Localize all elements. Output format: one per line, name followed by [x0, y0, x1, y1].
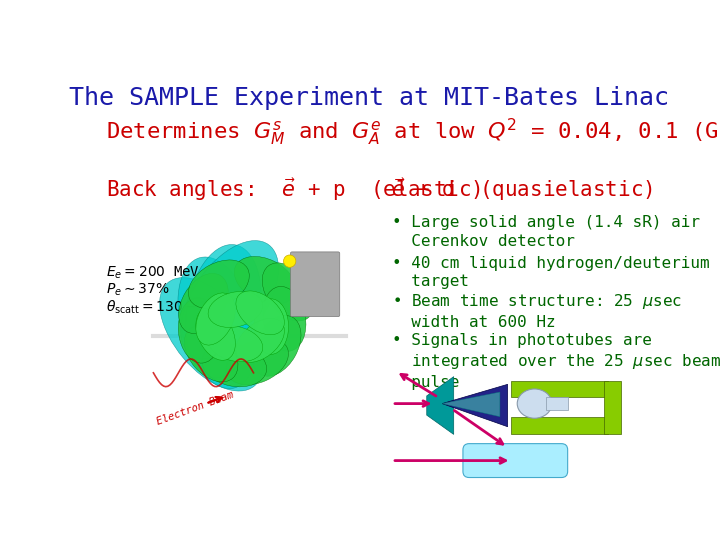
Ellipse shape [184, 325, 238, 382]
Ellipse shape [234, 256, 296, 305]
Text: Back angles:  $\vec{e}$ + p  (elastic): Back angles: $\vec{e}$ + p (elastic) [106, 177, 481, 203]
Ellipse shape [226, 338, 289, 384]
Text: • Large solid angle (1.4 sR) air
  Cerenkov detector: • Large solid angle (1.4 sR) air Cerenko… [392, 215, 700, 248]
Ellipse shape [179, 298, 221, 363]
Ellipse shape [254, 299, 289, 354]
Text: The SAMPLE Experiment at MIT-Bates Linac: The SAMPLE Experiment at MIT-Bates Linac [69, 86, 669, 110]
Text: Electron Beam: Electron Beam [155, 390, 235, 427]
Ellipse shape [178, 257, 257, 388]
Ellipse shape [236, 291, 284, 335]
Ellipse shape [208, 326, 263, 362]
Bar [546, 397, 567, 410]
Text: $\theta_{\rm scatt} = 130-170^{\circ}$: $\theta_{\rm scatt} = 130-170^{\circ}$ [106, 299, 232, 316]
Text: $E_e = 200$ MeV: $E_e = 200$ MeV [106, 265, 199, 281]
Text: $\vec{e}$ + d  (quasielastic): $\vec{e}$ + d (quasielastic) [390, 177, 652, 203]
Ellipse shape [160, 278, 263, 391]
Ellipse shape [236, 319, 284, 362]
Ellipse shape [517, 389, 552, 418]
Text: $P_e \sim 37\%$: $P_e \sim 37\%$ [106, 282, 169, 298]
Ellipse shape [262, 263, 314, 321]
Ellipse shape [181, 241, 279, 359]
Ellipse shape [263, 287, 306, 352]
Ellipse shape [186, 245, 261, 378]
Circle shape [284, 255, 296, 267]
Polygon shape [427, 377, 454, 434]
Bar [604, 381, 621, 434]
Text: Determines $G_M^s$ and $G_A^e$ at low $Q^2$ = 0.04, 0.1 (GeV/c) $^2$: Determines $G_M^s$ and $G_A^e$ at low $Q… [106, 117, 720, 148]
Text: • Beam time structure: 25 $\mu$sec
  width at 600 Hz: • Beam time structure: 25 $\mu$sec width… [392, 292, 682, 329]
Ellipse shape [179, 273, 228, 334]
Ellipse shape [189, 260, 249, 308]
FancyBboxPatch shape [463, 444, 567, 477]
Bar [511, 417, 608, 434]
FancyBboxPatch shape [290, 252, 340, 316]
Ellipse shape [252, 315, 301, 376]
Bar [511, 381, 608, 397]
Ellipse shape [196, 293, 235, 345]
Ellipse shape [196, 308, 235, 360]
Text: • 40 cm liquid hydrogen/deuterium
  target: • 40 cm liquid hydrogen/deuterium target [392, 256, 710, 289]
Text: • Signals in phototubes are
  integrated over the 25 $\mu$sec beam
  pulse: • Signals in phototubes are integrated o… [392, 333, 720, 389]
Polygon shape [442, 392, 500, 417]
Polygon shape [442, 384, 508, 427]
Ellipse shape [202, 343, 266, 387]
Ellipse shape [208, 292, 263, 327]
